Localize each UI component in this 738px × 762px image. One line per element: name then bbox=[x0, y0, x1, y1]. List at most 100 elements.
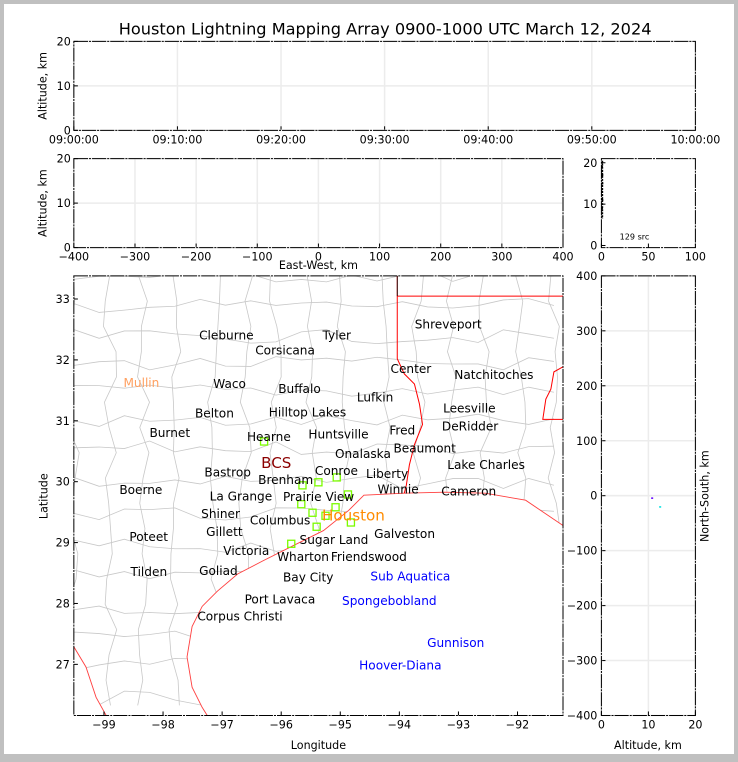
city-label: Spongebobland bbox=[342, 594, 437, 608]
x-tick-label: 09:10:00 bbox=[152, 133, 202, 146]
y-tick-label: 31 bbox=[56, 415, 70, 428]
county-boundary bbox=[73, 440, 554, 455]
city-label: Hearne bbox=[247, 430, 291, 444]
city-label: Prairie View bbox=[283, 490, 354, 504]
city-label: Shiner bbox=[201, 507, 240, 521]
y-tick-label: 0 bbox=[64, 124, 71, 137]
y-tick-label: −100 bbox=[567, 545, 598, 558]
x-tick-label: 100 bbox=[369, 251, 390, 264]
border-mexico bbox=[73, 646, 107, 716]
city-label: Conroe bbox=[315, 464, 358, 478]
station-marker bbox=[287, 539, 296, 548]
y-tick-label: 200 bbox=[576, 380, 597, 393]
city-label: Corpus Christi bbox=[197, 610, 282, 624]
station-marker bbox=[298, 481, 307, 490]
city-label: Houston bbox=[322, 507, 385, 525]
city-label: Burnet bbox=[149, 426, 190, 440]
station-marker bbox=[312, 522, 321, 531]
altitude-northsouth-panel: −400 −300 −200 −100 0 100 200 300 400 0 10 20 Altitu… bbox=[567, 270, 712, 752]
figure: Houston Lightning Mapping Array 0900-100… bbox=[4, 4, 734, 754]
y-axis-label: Altitude, km bbox=[37, 52, 50, 120]
eastwest-altitude-panel: −400 −300 −200 −100 0 100 200 300 400 0 10 20 Altitu… bbox=[37, 153, 574, 272]
x-axis-label: Altitude, km bbox=[614, 739, 682, 752]
x-tick-label: −98 bbox=[151, 719, 174, 732]
y-tick-label: 10 bbox=[583, 198, 597, 211]
city-label: BCS bbox=[261, 454, 291, 472]
y-tick-label: 27 bbox=[56, 658, 70, 671]
city-label: Lufkin bbox=[357, 390, 394, 404]
axes-frame bbox=[600, 275, 696, 717]
x-tick-label: −100 bbox=[242, 251, 273, 264]
y-tick-label: 33 bbox=[56, 293, 70, 306]
city-label: Poteet bbox=[129, 530, 168, 544]
x-tick-label: 09:30:00 bbox=[360, 133, 410, 146]
station-marker bbox=[343, 490, 353, 499]
city-label: Wharton bbox=[277, 550, 329, 564]
city-label: Friendswood bbox=[331, 550, 407, 564]
y-tick-label: 0 bbox=[590, 490, 597, 503]
city-label: Fred bbox=[389, 423, 415, 437]
y-tick-label: 0 bbox=[590, 240, 597, 253]
y-tick-label: 20 bbox=[583, 157, 597, 170]
city-label: Bay City bbox=[283, 571, 333, 585]
city-label: Galveston bbox=[374, 527, 435, 541]
x-tick-label: 09:00:00 bbox=[49, 133, 99, 146]
x-tick-label: 400 bbox=[552, 251, 573, 264]
y-tick-label: 30 bbox=[56, 476, 70, 489]
x-tick-label: 09:20:00 bbox=[256, 133, 306, 146]
station-marker bbox=[332, 473, 341, 482]
altitude-histogram-panel: 0 50 100 0 10 20 129 src bbox=[583, 157, 706, 264]
time-altitude-panel: 09:00:00 09:10:00 09:20:00 09:30:00 09:40:00… bbox=[37, 35, 721, 146]
city-label: Cleburne bbox=[199, 328, 254, 342]
x-tick-label: −94 bbox=[388, 719, 411, 732]
county-boundary bbox=[73, 384, 554, 397]
city-label: Beaumont bbox=[393, 442, 456, 456]
city-label: Liberty bbox=[366, 467, 408, 481]
plot-area bbox=[601, 158, 696, 248]
y-axis-label: Latitude bbox=[38, 473, 51, 519]
axes-frame bbox=[73, 275, 564, 717]
county-boundary bbox=[73, 474, 555, 490]
x-tick-label: −300 bbox=[120, 251, 151, 264]
x-tick-label: −97 bbox=[210, 719, 233, 732]
y-tick-label: 400 bbox=[576, 270, 597, 283]
histogram-bar bbox=[601, 198, 604, 202]
city-label: Lake Charles bbox=[447, 458, 525, 472]
city-label: DeRidder bbox=[442, 420, 498, 434]
city-label: Hilltop Lakes bbox=[269, 406, 346, 420]
plan-view-map-panel: Cleburne Tyler Corsicana Shreveport Center Na… bbox=[38, 275, 564, 752]
x-tick-label: −93 bbox=[447, 719, 470, 732]
station-marker bbox=[321, 511, 330, 520]
city-label: La Grange bbox=[210, 490, 273, 504]
city-label: Gillett bbox=[206, 525, 243, 539]
city-label: Tilden bbox=[130, 565, 168, 579]
histogram-bar bbox=[601, 174, 604, 177]
axes-frame bbox=[73, 40, 696, 131]
city-label: Columbus bbox=[250, 513, 310, 527]
station-marker bbox=[308, 508, 317, 517]
city-label: Victoria bbox=[223, 544, 269, 558]
x-tick-label: −92 bbox=[506, 719, 529, 732]
y-tick-label: −300 bbox=[567, 655, 598, 668]
city-label: Center bbox=[390, 362, 431, 376]
source-point bbox=[651, 497, 654, 499]
city-label: Buffalo bbox=[278, 382, 321, 396]
station-marker bbox=[259, 437, 269, 446]
x-tick-label: −96 bbox=[269, 719, 292, 732]
city-label: Shreveport bbox=[415, 317, 482, 331]
x-tick-label: 300 bbox=[491, 251, 512, 264]
x-tick-label: 10:00:00 bbox=[670, 133, 720, 146]
x-axis-label: Longitude bbox=[291, 739, 346, 752]
y-tick-label: 20 bbox=[57, 153, 71, 166]
city-label: Corsicana bbox=[255, 344, 315, 358]
city-label: Gunnison bbox=[427, 636, 484, 650]
y-tick-label: 29 bbox=[56, 537, 70, 550]
station-marker bbox=[346, 518, 356, 527]
x-tick-label: 0 bbox=[598, 251, 605, 264]
county-boundary bbox=[168, 275, 182, 706]
city-label: Waco bbox=[213, 377, 246, 391]
axes-frame bbox=[73, 158, 564, 249]
source-point bbox=[659, 506, 662, 508]
city-label: Belton bbox=[195, 406, 234, 420]
city-label: Onalaska bbox=[335, 447, 391, 461]
